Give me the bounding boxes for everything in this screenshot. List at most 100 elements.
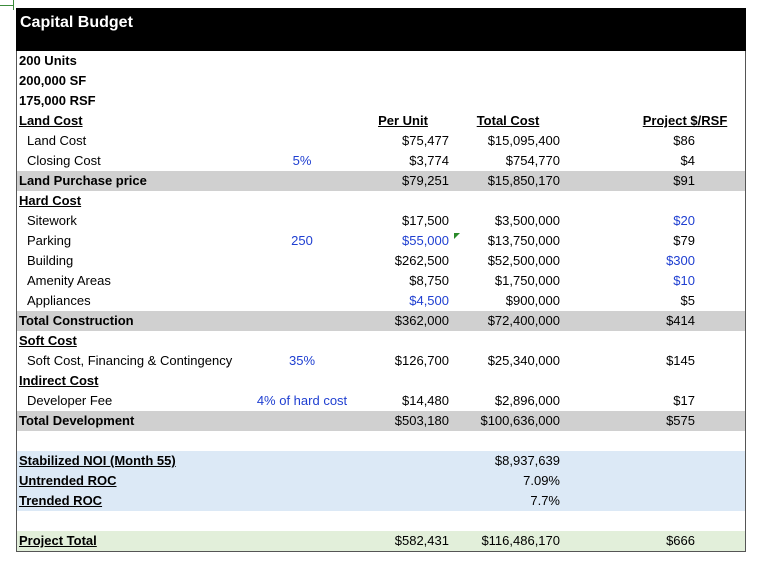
- rsf-value: $4: [680, 153, 695, 168]
- rsf-value: $20: [673, 213, 695, 228]
- table-row[interactable]: Parking 250 $55,000 $13,750,000 $79: [17, 231, 745, 251]
- total-cost-value: $3,500,000: [494, 213, 560, 228]
- soft-heading-row[interactable]: Soft Cost: [17, 331, 745, 351]
- return-row[interactable]: Stabilized NOI (Month 55) $8,937,639: [17, 451, 745, 471]
- total-cost-value: $1,750,000: [494, 273, 560, 288]
- return-label: Untrended ROC: [19, 473, 117, 488]
- summary-row[interactable]: 200,000 SF: [17, 71, 745, 91]
- return-label: Trended ROC: [19, 493, 103, 508]
- return-label: Stabilized NOI (Month 55): [19, 453, 176, 468]
- subtotal-row[interactable]: Land Purchase price $79,251 $15,850,170 …: [17, 171, 745, 191]
- summary-units: 200 Units: [19, 53, 77, 68]
- subtotal-label: Total Development: [19, 413, 135, 428]
- budget-grid: 200 Units 200,000 SF 175,000 RSF Land Co…: [16, 51, 746, 552]
- total-cost-value: $15,095,400: [487, 133, 560, 148]
- total-cost-value: $15,850,170: [487, 173, 560, 188]
- cell-selector-mark: [0, 5, 14, 6]
- row-label: Appliances: [27, 293, 91, 308]
- summary-sf: 200,000 SF: [19, 73, 87, 88]
- spreadsheet: Capital Budget 200 Units 200,000 SF 175,…: [16, 8, 746, 552]
- project-total-label: Project Total: [19, 533, 97, 548]
- subtotal-label: Total Construction: [19, 313, 134, 328]
- total-cost-value: $52,500,000: [487, 253, 560, 268]
- summary-rsf: 175,000 RSF: [19, 93, 96, 108]
- per-unit-value: $55,000: [402, 233, 449, 248]
- table-row[interactable]: Amenity Areas $8,750 $1,750,000 $10: [17, 271, 745, 291]
- cell-error-indicator-icon: [454, 233, 460, 239]
- total-cost-value: $100,636,000: [480, 413, 560, 428]
- row-label: Land Cost: [27, 133, 87, 148]
- per-unit-value: $126,700: [394, 353, 449, 368]
- per-unit-value: $8,750: [409, 273, 449, 288]
- return-row[interactable]: Untrended ROC 7.09%: [17, 471, 745, 491]
- title-bar[interactable]: Capital Budget: [16, 8, 746, 51]
- cell-selector-mark-vertical: [13, 0, 14, 10]
- rsf-value: $17: [673, 393, 695, 408]
- column-header-project-rsf: Project $/RSF: [642, 113, 728, 128]
- input-value: 35%: [288, 353, 316, 368]
- rsf-value: $145: [666, 353, 695, 368]
- per-unit-value: $503,180: [394, 413, 449, 428]
- indirect-heading-row[interactable]: Indirect Cost: [17, 371, 745, 391]
- per-unit-value: $582,431: [394, 533, 449, 548]
- total-cost-value: $72,400,000: [487, 313, 560, 328]
- table-row[interactable]: Sitework $17,500 $3,500,000 $20: [17, 211, 745, 231]
- per-unit-value: $362,000: [394, 313, 449, 328]
- per-unit-value: $262,500: [394, 253, 449, 268]
- section-heading: Hard Cost: [19, 193, 82, 208]
- rsf-value: $86: [673, 133, 695, 148]
- total-cost-value: $2,896,000: [494, 393, 560, 408]
- table-row[interactable]: Soft Cost, Financing & Contingency 35% $…: [17, 351, 745, 371]
- return-value: 7.7%: [530, 493, 560, 508]
- table-row[interactable]: Land Cost $75,477 $15,095,400 $86: [17, 131, 745, 151]
- section-heading: Soft Cost: [19, 333, 77, 348]
- project-total-row[interactable]: Project Total $582,431 $116,486,170 $666: [17, 531, 745, 551]
- table-row[interactable]: Developer Fee 4% of hard cost $14,480 $2…: [17, 391, 745, 411]
- per-unit-value: $4,500: [409, 293, 449, 308]
- table-row[interactable]: Building $262,500 $52,500,000 $300: [17, 251, 745, 271]
- summary-row[interactable]: 175,000 RSF: [17, 91, 745, 111]
- rsf-value: $79: [673, 233, 695, 248]
- row-label: Sitework: [27, 213, 77, 228]
- total-cost-value: $13,750,000: [487, 233, 560, 248]
- table-row[interactable]: Appliances $4,500 $900,000 $5: [17, 291, 745, 311]
- empty-row[interactable]: [17, 431, 745, 451]
- hard-heading-row[interactable]: Hard Cost: [17, 191, 745, 211]
- per-unit-value: $17,500: [402, 213, 449, 228]
- return-value: 7.09%: [523, 473, 560, 488]
- rsf-value: $5: [680, 293, 695, 308]
- row-label: Parking: [27, 233, 72, 248]
- subtotal-row[interactable]: Total Construction $362,000 $72,400,000 …: [17, 311, 745, 331]
- land-heading-row[interactable]: Land Cost Per Unit Total Cost Project $/…: [17, 111, 745, 131]
- total-cost-value: $25,340,000: [487, 353, 560, 368]
- section-heading: Indirect Cost: [19, 373, 99, 388]
- column-header-per-unit: Per Unit: [378, 113, 428, 128]
- row-label: Building: [27, 253, 74, 268]
- per-unit-value: $3,774: [409, 153, 449, 168]
- row-label: Developer Fee: [27, 393, 113, 408]
- section-heading: Land Cost: [19, 113, 83, 128]
- subtotal-row[interactable]: Total Development $503,180 $100,636,000 …: [17, 411, 745, 431]
- page-title: Capital Budget: [20, 14, 133, 31]
- per-unit-value: $75,477: [402, 133, 449, 148]
- row-label: Closing Cost: [27, 153, 101, 168]
- rsf-value: $10: [673, 273, 695, 288]
- summary-row[interactable]: 200 Units: [17, 51, 745, 71]
- rsf-value: $300: [666, 253, 695, 268]
- table-row[interactable]: Closing Cost 5% $3,774 $754,770 $4: [17, 151, 745, 171]
- per-unit-value: $79,251: [402, 173, 449, 188]
- empty-row[interactable]: [17, 511, 745, 531]
- rsf-value: $414: [666, 313, 695, 328]
- total-cost-value: $754,770: [505, 153, 560, 168]
- row-label: Soft Cost, Financing & Contingency: [27, 353, 233, 368]
- total-cost-value: $116,486,170: [481, 533, 560, 548]
- return-value: $8,937,639: [494, 453, 560, 468]
- return-row[interactable]: Trended ROC 7.7%: [17, 491, 745, 511]
- input-value: 5%: [292, 153, 312, 168]
- input-value: 4% of hard cost: [256, 393, 348, 408]
- column-header-total-cost: Total Cost: [476, 113, 540, 128]
- per-unit-value: $14,480: [402, 393, 449, 408]
- rsf-value: $91: [673, 173, 695, 188]
- subtotal-label: Land Purchase price: [19, 173, 147, 188]
- rsf-value: $575: [666, 413, 695, 428]
